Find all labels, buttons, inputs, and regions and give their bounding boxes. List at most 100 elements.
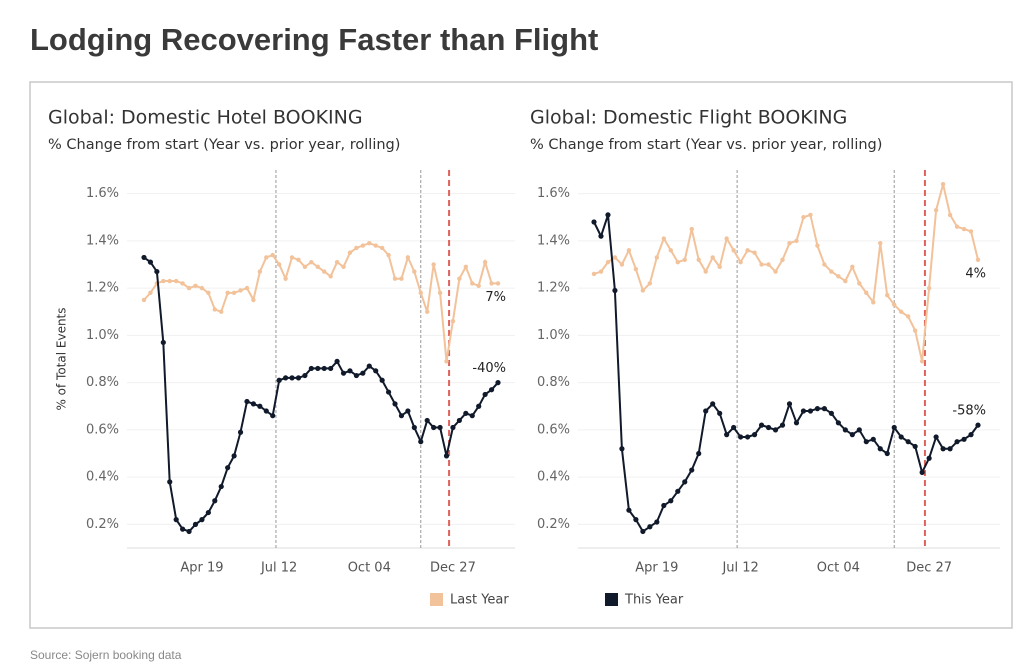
point <box>961 226 967 232</box>
point <box>418 290 423 296</box>
point <box>626 507 632 513</box>
point <box>794 238 799 244</box>
point <box>482 259 488 265</box>
point <box>296 257 301 262</box>
point <box>212 307 217 312</box>
point <box>489 281 494 286</box>
point <box>751 432 758 438</box>
y-tick-label: 0.2% <box>86 517 119 532</box>
point <box>661 502 667 509</box>
point <box>250 401 257 407</box>
point <box>710 255 715 260</box>
point <box>444 359 449 364</box>
page-title: Lodging Recovering Faster than Flight <box>30 22 598 57</box>
point <box>340 370 347 376</box>
point <box>919 469 925 475</box>
series-line <box>593 183 979 362</box>
legend-swatch <box>605 593 618 606</box>
point <box>219 309 224 314</box>
point <box>373 368 379 374</box>
point <box>961 436 967 442</box>
point <box>619 446 625 452</box>
point <box>829 269 834 274</box>
point <box>476 403 482 409</box>
point <box>717 264 722 270</box>
point <box>878 241 883 246</box>
point <box>463 264 469 270</box>
point <box>892 302 897 307</box>
point <box>160 339 166 346</box>
point <box>759 262 764 267</box>
point <box>905 439 911 445</box>
point <box>815 243 820 248</box>
point <box>334 259 340 265</box>
point <box>822 262 827 267</box>
point <box>731 424 737 431</box>
point <box>835 420 841 426</box>
y-tick-label: 0.8% <box>86 375 119 390</box>
panel-subtitle: % Change from start (Year vs. prior year… <box>530 137 882 153</box>
point <box>309 259 314 265</box>
point <box>341 264 346 270</box>
point <box>205 509 211 516</box>
point <box>696 257 701 262</box>
y-tick-label: 0.2% <box>537 517 570 532</box>
point <box>193 283 198 288</box>
point <box>814 406 821 412</box>
end-label: -58% <box>952 404 986 419</box>
point <box>354 245 359 251</box>
series-line <box>143 242 498 362</box>
y-tick-label: 0.6% <box>537 422 570 437</box>
point <box>863 439 869 445</box>
point <box>495 380 501 386</box>
point <box>605 212 611 218</box>
point <box>199 285 205 291</box>
point <box>347 368 353 374</box>
point <box>885 293 890 298</box>
point <box>456 417 462 424</box>
x-tick-label: Jul 12 <box>260 561 297 576</box>
point <box>353 372 359 379</box>
point <box>779 422 786 428</box>
point <box>807 408 814 414</box>
point <box>850 264 855 270</box>
point <box>912 443 918 450</box>
point <box>186 285 192 291</box>
point <box>647 281 653 286</box>
x-tick-label: Oct 04 <box>348 561 391 576</box>
point <box>821 406 828 412</box>
point <box>591 219 597 225</box>
point <box>968 229 974 234</box>
point <box>800 408 807 414</box>
point <box>724 236 729 241</box>
legend-label: This Year <box>624 593 684 608</box>
panel-title: Global: Domestic Hotel BOOKING <box>48 107 363 129</box>
point <box>899 309 904 314</box>
point <box>626 248 632 253</box>
point <box>710 401 716 407</box>
point <box>360 243 366 248</box>
point <box>975 422 981 428</box>
point <box>257 269 263 274</box>
point <box>218 483 224 490</box>
point <box>801 215 806 220</box>
point <box>926 455 932 461</box>
point <box>856 427 862 433</box>
point <box>654 255 660 260</box>
y-tick-label: 0.4% <box>86 470 119 485</box>
point <box>173 278 179 284</box>
point <box>905 314 911 319</box>
point <box>488 387 495 393</box>
point <box>366 363 372 369</box>
point <box>871 300 876 305</box>
point <box>431 262 436 267</box>
point <box>633 267 639 272</box>
point <box>808 212 813 218</box>
series-line <box>593 214 979 533</box>
point <box>689 467 695 473</box>
point <box>940 181 946 187</box>
point <box>954 224 960 229</box>
point <box>289 255 295 260</box>
point <box>322 269 327 274</box>
point <box>598 269 604 274</box>
